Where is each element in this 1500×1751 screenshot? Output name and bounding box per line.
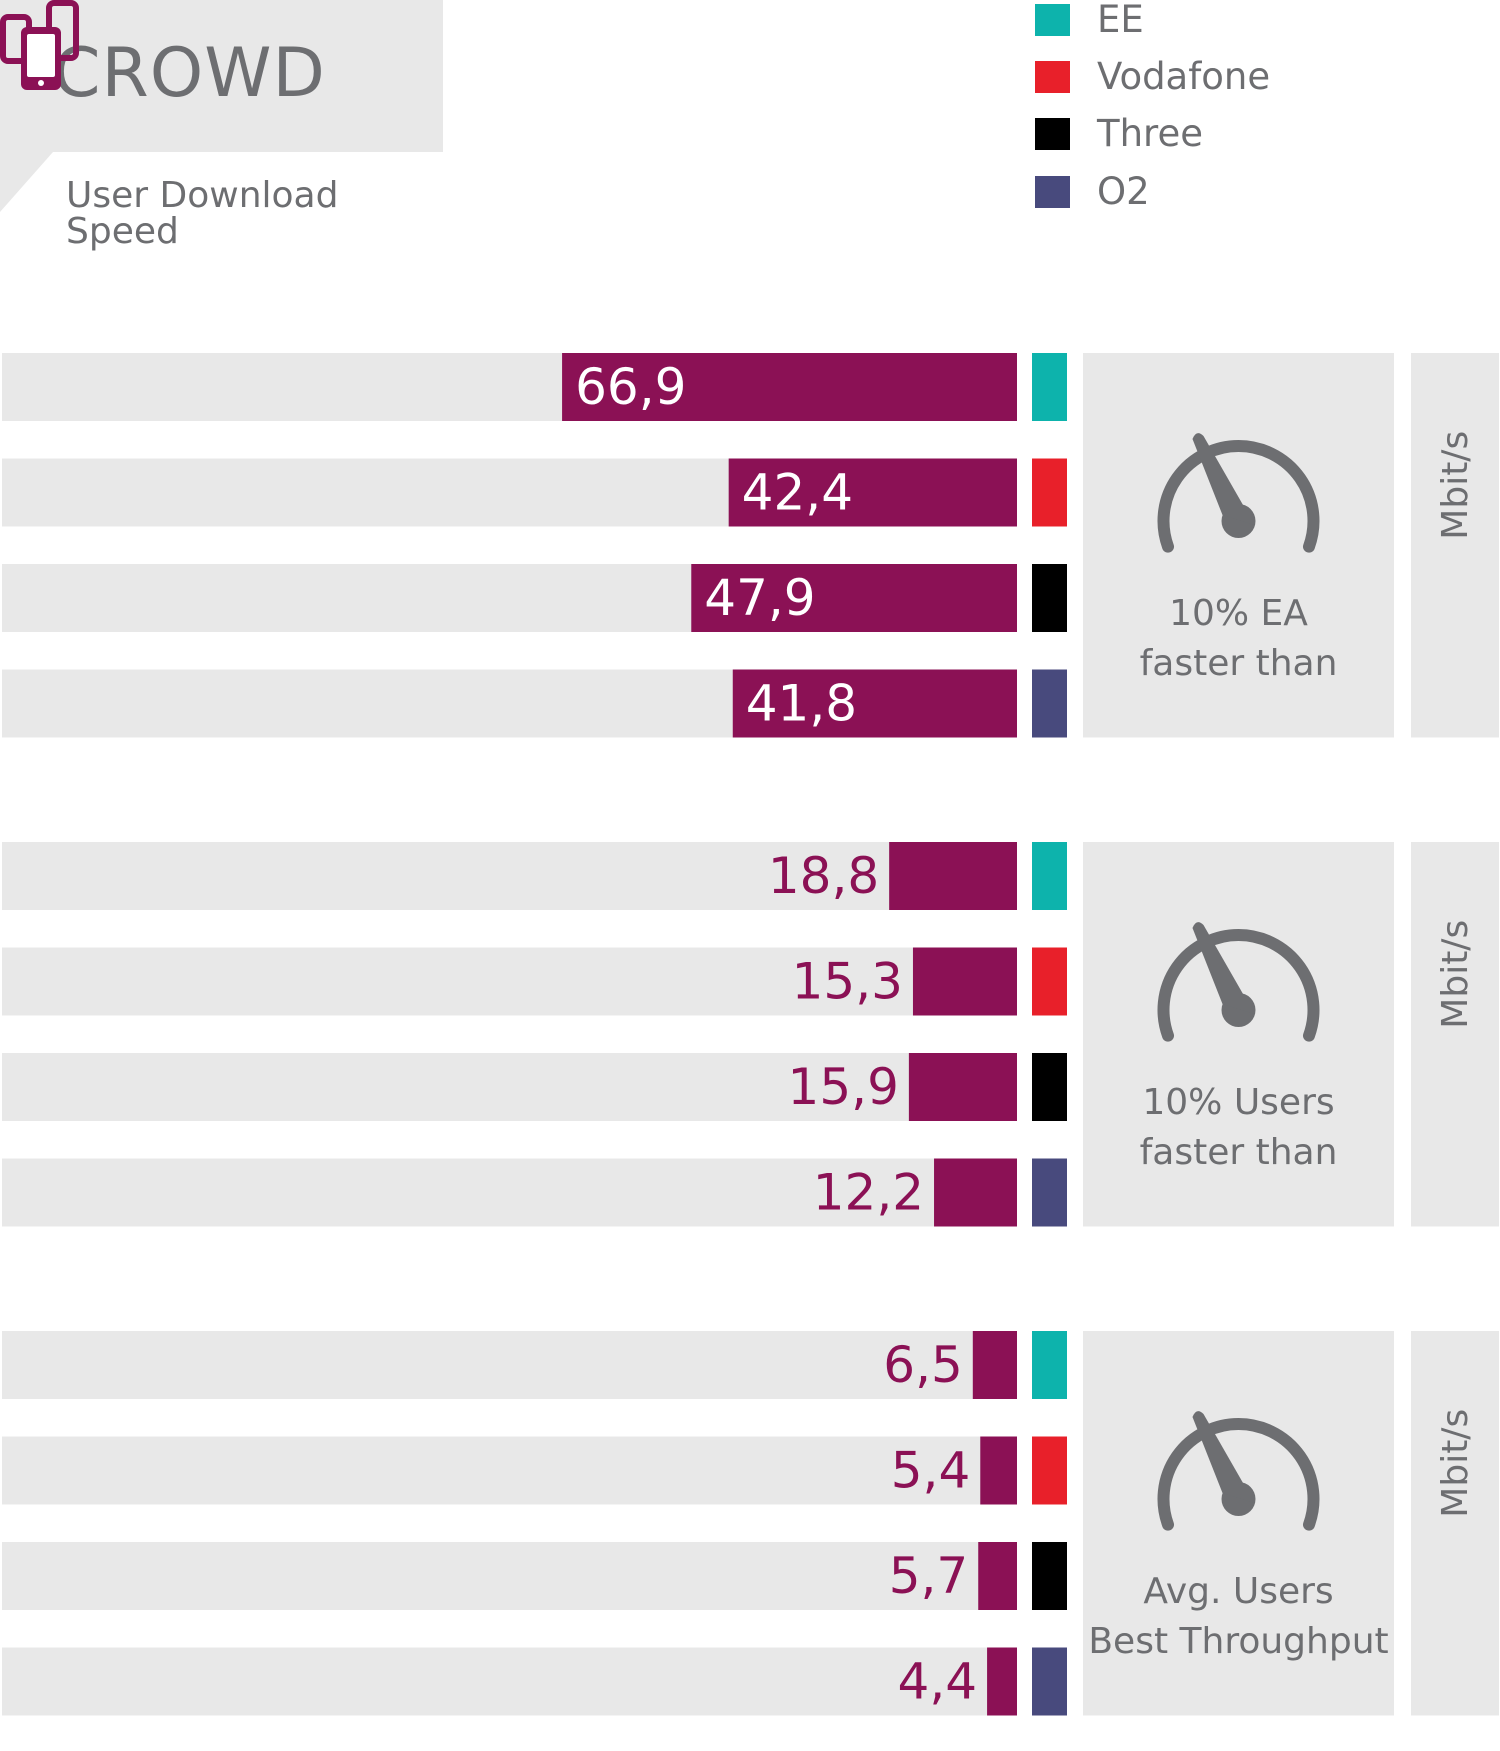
chart-group-3: 6,5 5,4 5,7 4,4 Avg. Users Best Throughput Mbi…: [2, 1331, 1499, 1716]
bar-track-vodafone: [2, 1436, 1017, 1505]
operator-marker-ee: [1032, 353, 1067, 421]
bar-value-label-vodafone: 15,3: [792, 953, 903, 1011]
speedometer-icon: [1157, 922, 1320, 1042]
speedometer-icon: [1157, 1411, 1320, 1531]
gauge-needle: [1192, 1411, 1255, 1503]
bar-value-label-three: 5,7: [889, 1547, 969, 1605]
bar-three: [908, 1053, 1017, 1121]
chart-group-2: 18,8 15,3 15,9 12,2 10% Users faster than Mbit…: [2, 842, 1499, 1227]
legend-swatch-o2: [1035, 176, 1070, 208]
legend-item-ee: EE: [1035, 0, 1315, 40]
bar-value-label-o2: 41,8: [746, 675, 857, 733]
operator-marker-o2: [1032, 669, 1067, 738]
bar-ee: [562, 353, 1017, 421]
bar-vodafone: [980, 1436, 1017, 1505]
bar-value-label-o2: 4,4: [898, 1653, 978, 1711]
speedometer-icon: [1157, 433, 1320, 553]
gauge-needle: [1192, 433, 1255, 525]
bar-value-label-ee: 18,8: [768, 847, 879, 905]
legend-label-three: Three: [1097, 112, 1203, 155]
bar-o2: [934, 1158, 1017, 1227]
bar-three: [978, 1542, 1017, 1610]
operator-marker-ee: [1032, 1331, 1067, 1399]
operator-marker-three: [1032, 1053, 1067, 1121]
legend-label-o2: O2: [1097, 170, 1150, 213]
metric-panel: [1083, 1331, 1394, 1716]
metric-caption-line-2: faster than: [1140, 643, 1338, 684]
legend-label-ee: EE: [1097, 0, 1144, 41]
bar-value-label-ee: 6,5: [883, 1336, 963, 1394]
unit-panel: [1411, 1331, 1499, 1716]
bar-o2: [987, 1647, 1017, 1716]
operator-marker-ee: [1032, 842, 1067, 910]
unit-label: Mbit/s: [1435, 431, 1476, 540]
bar-value-label-three: 47,9: [704, 569, 815, 627]
bar-o2: [732, 669, 1017, 738]
gauge-arc: [1157, 1418, 1320, 1531]
legend-item-o2: O2: [1035, 172, 1315, 212]
chart-subtitle: User Download Speed: [66, 175, 339, 252]
bar-track-three: [2, 1053, 1017, 1121]
bar-track-ee: [2, 842, 1017, 910]
gauge-arc: [1157, 929, 1320, 1042]
bar-three: [691, 564, 1017, 632]
bar-track-three: [2, 1542, 1017, 1610]
operator-marker-o2: [1032, 1158, 1067, 1227]
operator-marker-o2: [1032, 1647, 1067, 1716]
bar-value-label-ee: 66,9: [575, 358, 686, 416]
bar-ee: [889, 842, 1017, 910]
bar-value-label-vodafone: 5,4: [891, 1442, 971, 1500]
bar-ee: [972, 1331, 1017, 1399]
operator-marker-vodafone: [1032, 1436, 1067, 1505]
header: CROWD User Download Speed: [0, 0, 443, 250]
bar-track-vodafone: [2, 947, 1017, 1016]
legend-item-vodafone: Vodafone: [1035, 57, 1315, 97]
smartphones-icon: [0, 0, 79, 90]
legend-swatch-ee: [1035, 4, 1070, 36]
bar-value-label-o2: 12,2: [813, 1164, 924, 1222]
gauge-arc: [1157, 440, 1320, 553]
operator-marker-vodafone: [1032, 947, 1067, 1016]
legend-swatch-vodafone: [1035, 61, 1070, 93]
bar-vodafone: [728, 458, 1017, 527]
metric-panel: [1083, 353, 1394, 738]
legend-label-vodafone: Vodafone: [1097, 55, 1271, 98]
legend-item-three: Three: [1035, 114, 1315, 154]
operator-marker-three: [1032, 1542, 1067, 1610]
metric-caption-line-1: Avg. Users: [1143, 1571, 1333, 1612]
chart-group-1: 66,9 42,4 47,9 41,8 10% EA faster than Mbit/s: [2, 353, 1499, 738]
metric-panel: [1083, 842, 1394, 1227]
gauge-needle: [1192, 922, 1255, 1014]
unit-label: Mbit/s: [1435, 1409, 1476, 1518]
bar-value-label-three: 15,9: [788, 1058, 899, 1116]
unit-panel: [1411, 842, 1499, 1227]
bar-track-ee: [2, 1331, 1017, 1399]
unit-panel: [1411, 353, 1499, 738]
operator-marker-three: [1032, 564, 1067, 632]
bar-vodafone: [912, 947, 1017, 1016]
metric-caption-line-2: faster than: [1140, 1132, 1338, 1173]
operator-marker-vodafone: [1032, 458, 1067, 527]
unit-label: Mbit/s: [1435, 920, 1476, 1029]
bar-value-label-vodafone: 42,4: [742, 464, 853, 522]
bar-track-o2: [2, 1158, 1017, 1227]
bar-track-o2: [2, 1647, 1017, 1716]
brand-title: CROWD: [53, 34, 326, 113]
header-background: [0, 0, 443, 212]
legend-swatch-three: [1035, 118, 1070, 150]
metric-caption-line-1: 10% EA: [1169, 593, 1308, 634]
metric-caption-line-1: 10% Users: [1142, 1082, 1334, 1123]
metric-caption-line-2: Best Throughput: [1088, 1621, 1388, 1662]
